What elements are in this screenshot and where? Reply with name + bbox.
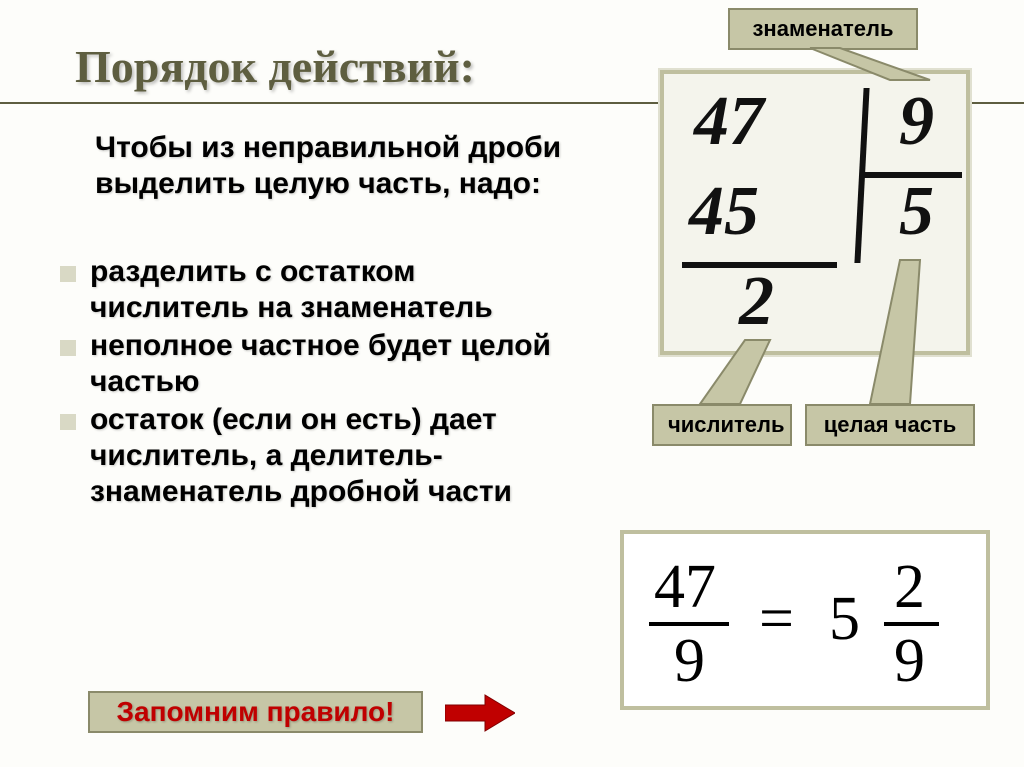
mixed-numerator: 2 xyxy=(894,552,925,623)
divisor: 9 xyxy=(899,82,934,162)
intro-text: Чтобы из неправильной дроби выделить цел… xyxy=(95,130,575,202)
remember-box: Запомним правило! xyxy=(88,691,423,733)
division-horizontal-line xyxy=(862,172,962,178)
equals-sign: = xyxy=(759,584,794,655)
remember-text: Запомним правило! xyxy=(117,696,395,728)
bullet-list: разделить с остатком числитель на знамен… xyxy=(50,254,580,512)
dividend: 47 xyxy=(694,82,764,162)
fraction-numerator: 47 xyxy=(654,552,716,623)
fraction-result-box: 47 9 = 5 2 9 xyxy=(620,530,990,710)
label-denominator: знаменатель xyxy=(728,8,918,50)
subtract-line xyxy=(682,262,837,268)
mixed-whole: 5 xyxy=(829,584,860,655)
page-title: Порядок действий: xyxy=(75,40,475,93)
list-item: разделить с остатком числитель на знамен… xyxy=(50,254,580,326)
remainder: 2 xyxy=(739,262,774,342)
long-division-box: 47 9 45 5 2 xyxy=(660,70,970,355)
label-numerator: числитель xyxy=(652,404,792,446)
fraction-denominator: 9 xyxy=(674,626,705,697)
list-item: неполное частное будет целой частью xyxy=(50,328,580,400)
mixed-denominator: 9 xyxy=(894,626,925,697)
arrow-right-icon xyxy=(445,693,515,733)
quotient: 5 xyxy=(899,172,934,252)
subtract-value: 45 xyxy=(689,172,759,252)
list-item: остаток (если он есть) дает числитель, а… xyxy=(50,402,580,510)
label-whole-part: целая часть xyxy=(805,404,975,446)
